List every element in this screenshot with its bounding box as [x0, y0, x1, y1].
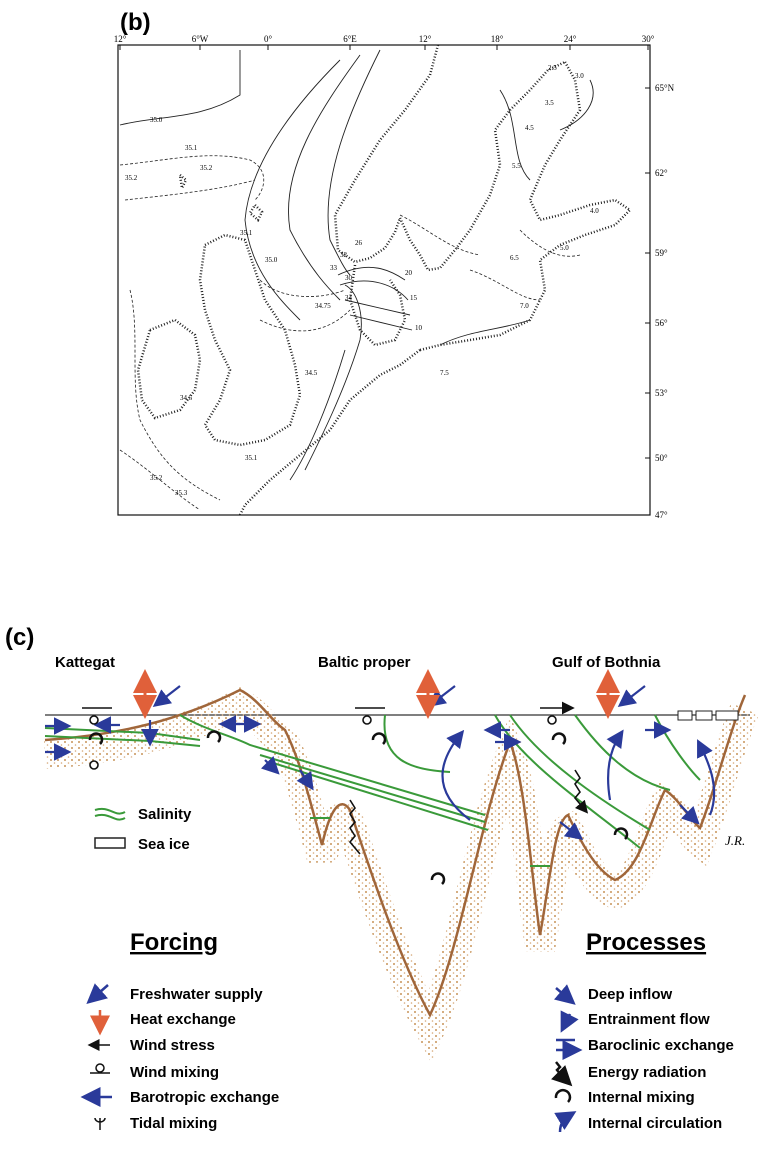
forcing-item: Wind mixing: [130, 1064, 219, 1081]
contour-label: 5.5: [512, 162, 521, 170]
contour-label: 10: [415, 324, 423, 332]
longitude-label: 6°W: [192, 34, 209, 44]
region-label: Kattegat: [55, 654, 115, 671]
contour-label: 35.0: [265, 256, 278, 264]
contour-label: 7.0: [520, 302, 529, 310]
sea-ice-icon: [95, 838, 125, 848]
contour-label: 26: [355, 239, 363, 247]
salinity-icon: [95, 809, 125, 820]
latitude-label: 62°: [655, 168, 668, 178]
contour-label: 35.1: [245, 454, 258, 462]
contour-label: 34.5: [305, 369, 318, 377]
longitude-label: 24°: [564, 34, 577, 44]
section-heading: Forcing: [130, 929, 218, 956]
contour-label: 35.1: [240, 229, 253, 237]
forcing-item: Tidal mixing: [130, 1115, 217, 1132]
longitude-label: 12°: [419, 34, 432, 44]
contour-label: 34.75: [315, 302, 331, 310]
longitude-label: 0°: [264, 34, 273, 44]
forcing-item: Freshwater supply: [130, 986, 263, 1003]
legend-label: Sea ice: [138, 836, 190, 853]
region-label: Baltic proper: [318, 654, 411, 671]
longitude-label: 18°: [491, 34, 504, 44]
panel-label: (c): [5, 624, 34, 651]
figure: (b) 12°6°W0°6°E12°18°24°30° 65°N62: [0, 0, 777, 1175]
map: 12° 6°W 0° 6°E 12° 18° 24° 30° 65°N 62° 59° 56° 53°…: [114, 34, 675, 520]
contour-label: 35.0: [150, 116, 163, 124]
contour-label: 3.5: [545, 99, 554, 107]
sediment: [45, 704, 745, 1029]
latitude-label: 47°: [655, 510, 668, 520]
region-label: Gulf of Bothnia: [552, 654, 661, 671]
process-list: Deep inflow Entrainment flow Baroclinic ex…: [588, 986, 734, 1132]
section-heading: Processes: [586, 929, 706, 956]
contour-label: 35.2: [125, 174, 138, 182]
legend-label: Salinity: [138, 806, 192, 823]
longitude-label: 12°: [114, 34, 127, 44]
contour-label: 35.2: [200, 164, 213, 172]
contour-label: 4.0: [590, 207, 599, 215]
contour-label: 30: [345, 274, 353, 282]
contour-label: 2.5: [548, 64, 557, 72]
contour-label: 5.0: [560, 244, 569, 252]
process-item: Internal mixing: [588, 1089, 695, 1106]
process-item: Entrainment flow: [588, 1011, 710, 1028]
contour-label: 35.2: [150, 474, 163, 482]
process-item: Internal circulation: [588, 1115, 722, 1132]
forcing-list: Freshwater supply Heat exchange Wind stres…: [130, 986, 279, 1132]
contour-label: 35.1: [185, 144, 198, 152]
forcing-icons: [88, 985, 112, 1130]
process-item: Energy radiation: [588, 1064, 706, 1081]
contour-label: 35.3: [175, 489, 188, 497]
process-icons: [556, 988, 575, 1132]
sea-ice: [678, 711, 738, 720]
contour-label: 34.5: [180, 394, 193, 402]
forcing-item: Heat exchange: [130, 1011, 236, 1028]
latitude-label: 59°: [655, 248, 668, 258]
cross-section: J.R.: [45, 678, 750, 1029]
contour-label: 3.0: [575, 72, 584, 80]
process-item: Baroclinic exchange: [588, 1037, 734, 1054]
forcing-item: Barotropic exchange: [130, 1089, 279, 1106]
latitude-label: 56°: [655, 318, 668, 328]
latitude-label: 65°N: [655, 83, 675, 93]
longitude-label: 30°: [642, 34, 655, 44]
contour-label: 6.5: [510, 254, 519, 262]
signature: J.R.: [725, 833, 745, 848]
map-frame: [118, 45, 650, 515]
forcing-item: Wind stress: [130, 1037, 215, 1054]
contour-label: 7.5: [440, 369, 449, 377]
process-item: Deep inflow: [588, 986, 673, 1003]
contour-label: 15: [410, 294, 418, 302]
longitude-label: 6°E: [343, 34, 357, 44]
latitude-label: 53°: [655, 388, 668, 398]
contour-label: 33: [330, 264, 338, 272]
panel-label: (b): [120, 9, 151, 36]
contour-label: 20: [405, 269, 413, 277]
contour-label: 34: [345, 294, 353, 302]
contour-label: 32: [340, 251, 348, 259]
latitude-label: 50°: [655, 453, 668, 463]
contour-label: 4.5: [525, 124, 534, 132]
legend: Salinity Sea ice: [95, 806, 192, 853]
